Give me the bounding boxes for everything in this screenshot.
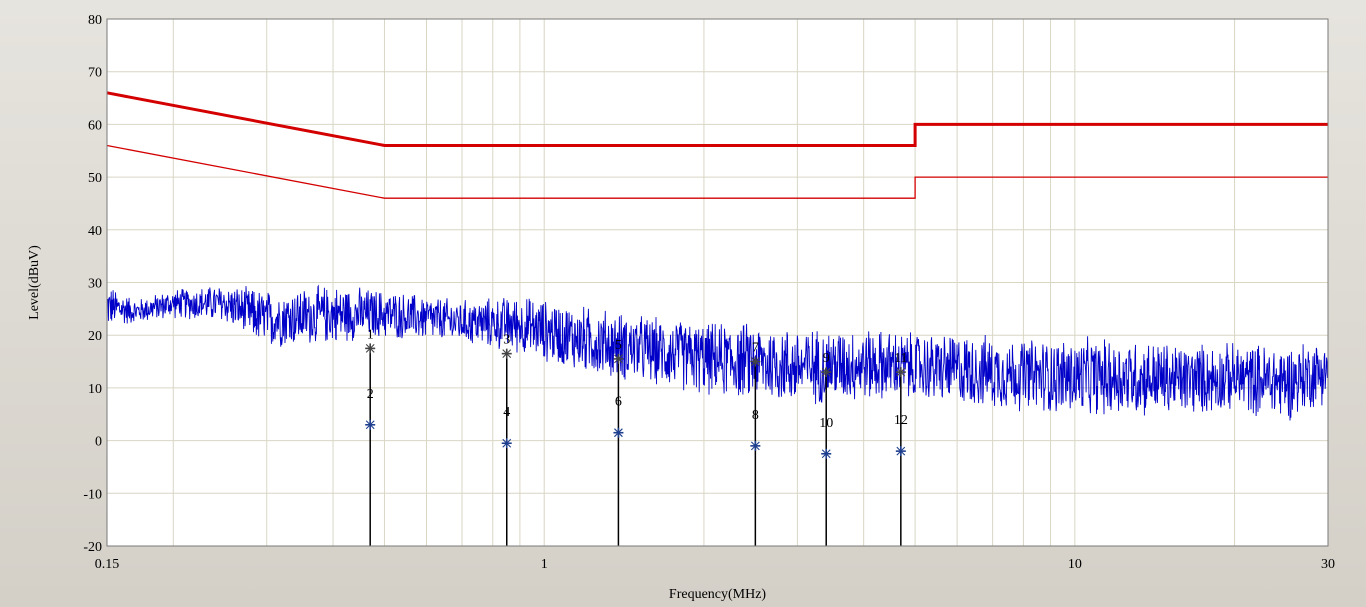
marker-symbol — [365, 419, 376, 430]
limit-line-qp — [106, 91, 1328, 147]
x-tick-label: 1 — [541, 557, 548, 572]
trace-line — [106, 284, 1329, 421]
plot-border — [106, 18, 1329, 547]
limit-line-avg — [106, 144, 1328, 199]
y-tick-label: 40 — [88, 224, 102, 239]
marker-label: 5 — [615, 338, 622, 353]
y-tick-label: 70 — [88, 66, 102, 81]
y-tick-label: 10 — [88, 382, 102, 397]
y-axis-title: Level(dBuV) — [27, 245, 42, 320]
marker-symbol — [895, 446, 906, 457]
marker-label: 3 — [503, 333, 510, 348]
marker-label: 4 — [503, 405, 510, 420]
x-tick-label: 10 — [1068, 557, 1082, 572]
marker-label: 11 — [894, 351, 907, 366]
x-tick-label: 0.15 — [95, 557, 120, 572]
y-tick-label: 50 — [88, 171, 102, 186]
x-axis-ticks: 0.15 1 10 30 — [95, 557, 1335, 572]
marker-symbol — [365, 343, 376, 354]
limit-lines — [106, 91, 1328, 199]
marker-label: 9 — [823, 351, 830, 366]
marker-symbol — [750, 356, 761, 367]
marker-label: 2 — [367, 387, 374, 402]
marker-symbol — [821, 367, 832, 378]
marker-symbol — [750, 440, 761, 451]
y-tick-label: -10 — [83, 487, 102, 502]
y-tick-label: -20 — [83, 540, 102, 555]
marker-label: 1 — [367, 327, 374, 342]
y-tick-label: 0 — [95, 435, 102, 450]
y-axis-ticks: 80 70 60 50 40 30 20 10 0 -10 -20 — [83, 13, 102, 555]
y-tick-label: 80 — [88, 13, 102, 28]
marker-symbol — [613, 427, 624, 438]
marker-symbol — [501, 348, 512, 359]
measurement-trace — [106, 284, 1329, 421]
y-tick-label: 30 — [88, 277, 102, 292]
x-axis-title: Frequency(MHz) — [669, 587, 767, 602]
marker-symbol — [501, 438, 512, 449]
marker-symbol — [895, 367, 906, 378]
y-tick-label: 20 — [88, 329, 102, 344]
marker-symbol — [821, 448, 832, 459]
marker-label: 10 — [819, 416, 833, 431]
marker-label: 6 — [615, 395, 622, 410]
x-tick-label: 30 — [1321, 557, 1335, 572]
marker-label: 7 — [752, 341, 759, 356]
marker-label: 12 — [894, 413, 908, 428]
marker-symbol — [613, 353, 624, 364]
y-tick-label: 60 — [88, 118, 102, 133]
marker-label: 8 — [752, 408, 759, 423]
